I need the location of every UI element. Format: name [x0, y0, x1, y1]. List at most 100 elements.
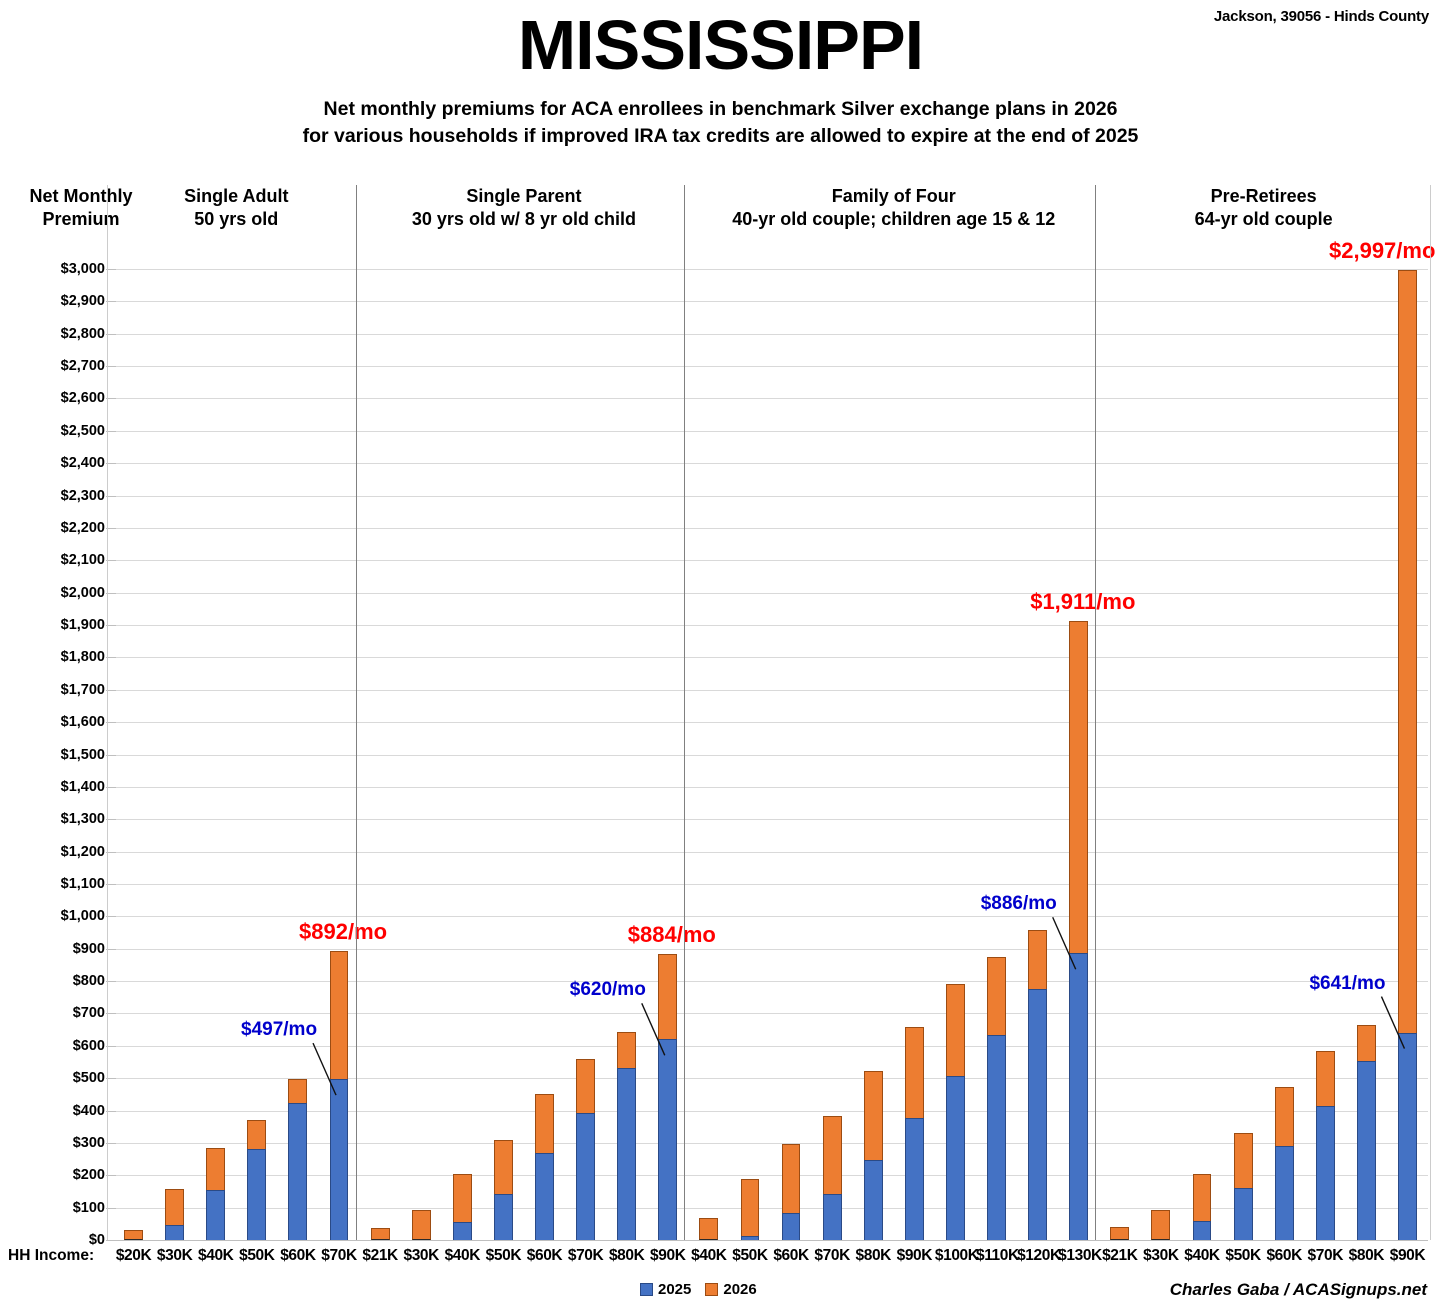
bar-120K[interactable]	[1028, 930, 1048, 1240]
bar-segment-2026[interactable]	[329, 951, 349, 1080]
bar-80K[interactable]	[863, 1071, 883, 1240]
bar-80K[interactable]	[1356, 1025, 1376, 1240]
bar-20K[interactable]	[124, 1229, 143, 1240]
bar-segment-2025[interactable]	[1274, 1146, 1294, 1240]
bar-segment-2025[interactable]	[658, 1039, 678, 1240]
bar-segment-2026[interactable]	[288, 1079, 308, 1104]
bar-segment-2026[interactable]	[1233, 1133, 1253, 1189]
bar-segment-2025[interactable]	[945, 1075, 965, 1240]
bar-segment-2026[interactable]	[904, 1026, 924, 1118]
bar-30K[interactable]	[1151, 1209, 1171, 1240]
bar-segment-2025[interactable]	[1315, 1106, 1335, 1240]
bar-60K[interactable]	[1274, 1086, 1294, 1240]
y-axis-tick-label: $400	[72, 1102, 105, 1119]
bar-segment-2025[interactable]	[535, 1153, 554, 1240]
bar-40K[interactable]	[699, 1217, 719, 1240]
bar-segment-2026[interactable]	[617, 1031, 637, 1069]
bar-segment-2025[interactable]	[1069, 953, 1089, 1240]
bar-segment-2026[interactable]	[1356, 1025, 1376, 1062]
bar-80K[interactable]	[617, 1031, 637, 1240]
bar-50K[interactable]	[740, 1179, 760, 1240]
gridline	[113, 1078, 1428, 1080]
bar-segment-2026[interactable]	[699, 1217, 719, 1240]
bar-segment-2025[interactable]	[247, 1149, 267, 1240]
bar-segment-2026[interactable]	[658, 953, 678, 1040]
bar-segment-2025[interactable]	[904, 1117, 924, 1240]
bar-segment-2026[interactable]	[1069, 621, 1089, 954]
bar-30K[interactable]	[411, 1210, 431, 1240]
bar-segment-2026[interactable]	[124, 1229, 143, 1240]
bar-segment-2026[interactable]	[822, 1115, 842, 1195]
bar-70K[interactable]	[576, 1058, 596, 1240]
bar-segment-2026[interactable]	[987, 957, 1006, 1035]
bar-100K[interactable]	[945, 983, 965, 1240]
bar-21K[interactable]	[370, 1228, 390, 1240]
bar-40K[interactable]	[206, 1147, 226, 1240]
bar-90K[interactable]	[904, 1026, 924, 1240]
bar-segment-2026[interactable]	[945, 983, 965, 1076]
y-axis-tick-label: $2,100	[60, 552, 105, 569]
bar-segment-2026[interactable]	[863, 1071, 883, 1161]
bar-segment-2026[interactable]	[452, 1174, 472, 1222]
y-axis-tick-mark	[106, 819, 116, 821]
bar-segment-2025[interactable]	[740, 1235, 760, 1240]
gridline	[113, 722, 1428, 724]
bar-70K[interactable]	[822, 1115, 842, 1240]
bar-segment-2025[interactable]	[1028, 989, 1048, 1240]
bar-segment-2025[interactable]	[1233, 1188, 1253, 1240]
bar-segment-2025[interactable]	[1192, 1220, 1212, 1240]
bar-segment-2026[interactable]	[576, 1058, 596, 1113]
bar-70K[interactable]	[1315, 1051, 1335, 1240]
bar-70K[interactable]	[329, 951, 349, 1240]
bar-segment-2026[interactable]	[370, 1228, 390, 1240]
bar-segment-2026[interactable]	[1398, 269, 1417, 1033]
bar-segment-2026[interactable]	[1274, 1086, 1294, 1147]
bar-90K[interactable]	[1398, 269, 1417, 1240]
bar-segment-2025[interactable]	[452, 1221, 472, 1240]
x-axis-tick-label: $40K	[198, 1247, 234, 1264]
bar-110K[interactable]	[987, 957, 1006, 1240]
bar-segment-2025[interactable]	[288, 1103, 308, 1240]
y-axis-tick-label: $1,800	[60, 649, 105, 666]
bar-segment-2026[interactable]	[1192, 1173, 1212, 1221]
bar-segment-2026[interactable]	[740, 1179, 760, 1236]
bar-segment-2025[interactable]	[781, 1212, 801, 1240]
bar-segment-2026[interactable]	[411, 1210, 431, 1240]
bar-segment-2026[interactable]	[1110, 1227, 1130, 1240]
bar-50K[interactable]	[493, 1139, 513, 1240]
bar-segment-2026[interactable]	[535, 1093, 554, 1154]
bar-50K[interactable]	[247, 1119, 267, 1240]
bar-segment-2025[interactable]	[576, 1112, 596, 1240]
bar-segment-2025[interactable]	[329, 1079, 349, 1240]
bar-130K[interactable]	[1069, 621, 1089, 1240]
bar-60K[interactable]	[781, 1143, 801, 1240]
bar-segment-2026[interactable]	[165, 1188, 185, 1225]
bar-40K[interactable]	[452, 1174, 472, 1240]
bar-segment-2025[interactable]	[206, 1189, 226, 1240]
bar-segment-2025[interactable]	[165, 1224, 185, 1240]
bar-90K[interactable]	[658, 953, 678, 1240]
bar-segment-2026[interactable]	[493, 1139, 513, 1195]
bar-segment-2025[interactable]	[493, 1194, 513, 1240]
bar-segment-2026[interactable]	[1315, 1051, 1335, 1107]
bar-segment-2025[interactable]	[987, 1034, 1006, 1240]
bar-60K[interactable]	[288, 1079, 308, 1240]
gridline	[113, 1110, 1428, 1112]
bar-segment-2025[interactable]	[1356, 1061, 1376, 1240]
bar-segment-2025[interactable]	[863, 1160, 883, 1240]
bar-60K[interactable]	[535, 1093, 554, 1240]
bar-segment-2026[interactable]	[1028, 930, 1048, 990]
y-axis-tick-label: $600	[72, 1037, 105, 1054]
bar-segment-2026[interactable]	[247, 1119, 267, 1150]
bar-40K[interactable]	[1192, 1173, 1212, 1240]
bar-50K[interactable]	[1233, 1133, 1253, 1240]
bar-segment-2025[interactable]	[617, 1068, 637, 1240]
bar-21K[interactable]	[1110, 1227, 1130, 1240]
bar-segment-2025[interactable]	[1398, 1032, 1417, 1240]
bar-segment-2025[interactable]	[822, 1194, 842, 1240]
bar-segment-2026[interactable]	[206, 1147, 226, 1190]
bar-segment-2026[interactable]	[781, 1143, 801, 1213]
bar-segment-2026[interactable]	[1151, 1209, 1171, 1240]
bar-30K[interactable]	[165, 1188, 185, 1240]
gridline	[113, 398, 1428, 400]
